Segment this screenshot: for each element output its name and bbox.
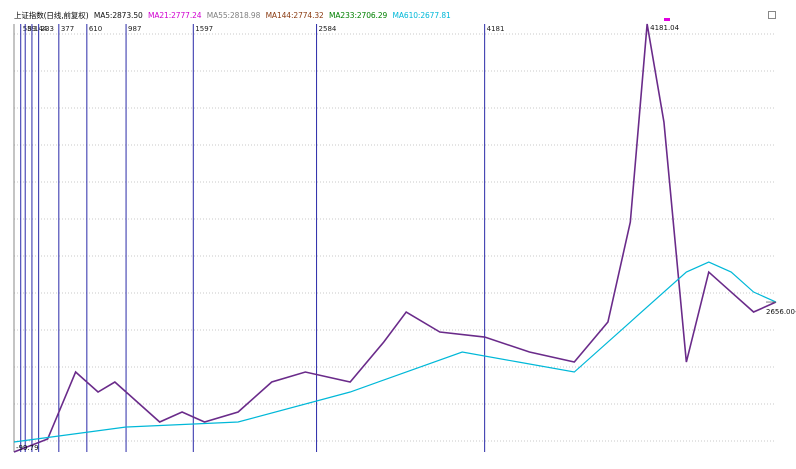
ma55-label: MA55:2818.98 — [206, 11, 261, 20]
fib-label-55: 55 — [23, 25, 32, 33]
window-toggle-button[interactable] — [768, 11, 776, 19]
range-label: 2656.00-2661.45 — [766, 308, 796, 316]
fib-label-4181: 4181 — [487, 25, 505, 33]
gridlines — [13, 24, 776, 452]
fib-time-lines: 5589144233377610987159725844181 — [20, 24, 505, 452]
fib-label-233: 233 — [41, 25, 54, 33]
series-line-1 — [13, 261, 777, 443]
fib-label-377: 377 — [61, 25, 74, 33]
fib-label-1597: 1597 — [195, 25, 213, 33]
series-layer — [13, 23, 777, 453]
fib-label-2584: 2584 — [319, 25, 337, 33]
fib-label-610: 610 — [89, 25, 102, 33]
labels-layer: 4181.04 -99.79 2656.00-2661.45 — [16, 24, 796, 452]
ma21-label: MA21:2777.24 — [147, 11, 202, 20]
chart-header: 上证指数(日线,前复权) MA5:2873.50 MA21:2777.24 MA… — [14, 10, 454, 21]
ma5-label: MA5:2873.50 — [93, 11, 143, 20]
fib-label-987: 987 — [128, 25, 141, 33]
magenta-marker — [664, 18, 670, 21]
chart-title: 上证指数(日线,前复权) — [14, 11, 89, 20]
series-line-0 — [13, 23, 777, 453]
ma144-label: MA144:2774.32 — [265, 11, 324, 20]
fib-label-144: 144 — [34, 25, 48, 33]
ma610-label: MA610:2677.81 — [392, 11, 451, 20]
peak-label: 4181.04 — [650, 24, 679, 32]
low-label: -99.79 — [16, 444, 39, 452]
ma233-label: MA233:2706.29 — [329, 11, 388, 20]
